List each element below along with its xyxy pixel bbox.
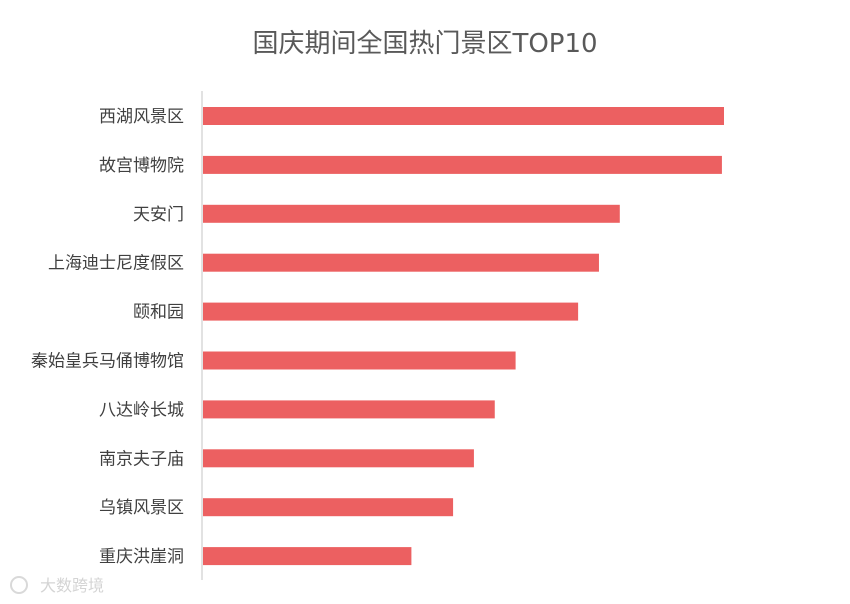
- bar-1: [203, 155, 722, 174]
- category-label-5: 秦始皇兵马俑博物馆: [31, 352, 184, 372]
- category-label-4: 颐和园: [133, 303, 184, 323]
- bar-3: [203, 253, 599, 272]
- bar-8: [203, 498, 454, 517]
- category-label-8: 乌镇风景区: [99, 498, 184, 518]
- category-label-0: 西湖风景区: [99, 107, 184, 127]
- bar-0: [203, 107, 724, 125]
- bar-5: [203, 351, 516, 370]
- watermark: 大数跨境: [10, 576, 104, 595]
- bars-group: [203, 107, 724, 566]
- category-label-9: 重庆洪崖洞: [99, 547, 184, 567]
- watermark-logo-icon: [10, 576, 28, 594]
- category-label-6: 八达岭长城: [99, 400, 184, 420]
- bar-4: [203, 302, 579, 321]
- chart-title: 国庆期间全国热门景区TOP10: [252, 29, 597, 59]
- bar-6: [203, 400, 495, 419]
- watermark-text: 大数跨境: [40, 576, 104, 595]
- bar-9: [203, 547, 412, 566]
- category-label-2: 天安门: [133, 205, 184, 225]
- bar-7: [203, 449, 474, 468]
- category-labels-group: 西湖风景区故宫博物院天安门上海迪士尼度假区颐和园秦始皇兵马俑博物馆八达岭长城南京…: [31, 107, 184, 567]
- category-label-1: 故宫博物院: [99, 156, 184, 176]
- category-label-3: 上海迪士尼度假区: [48, 254, 184, 274]
- bar-2: [203, 204, 620, 223]
- category-label-7: 南京夫子庙: [99, 449, 184, 469]
